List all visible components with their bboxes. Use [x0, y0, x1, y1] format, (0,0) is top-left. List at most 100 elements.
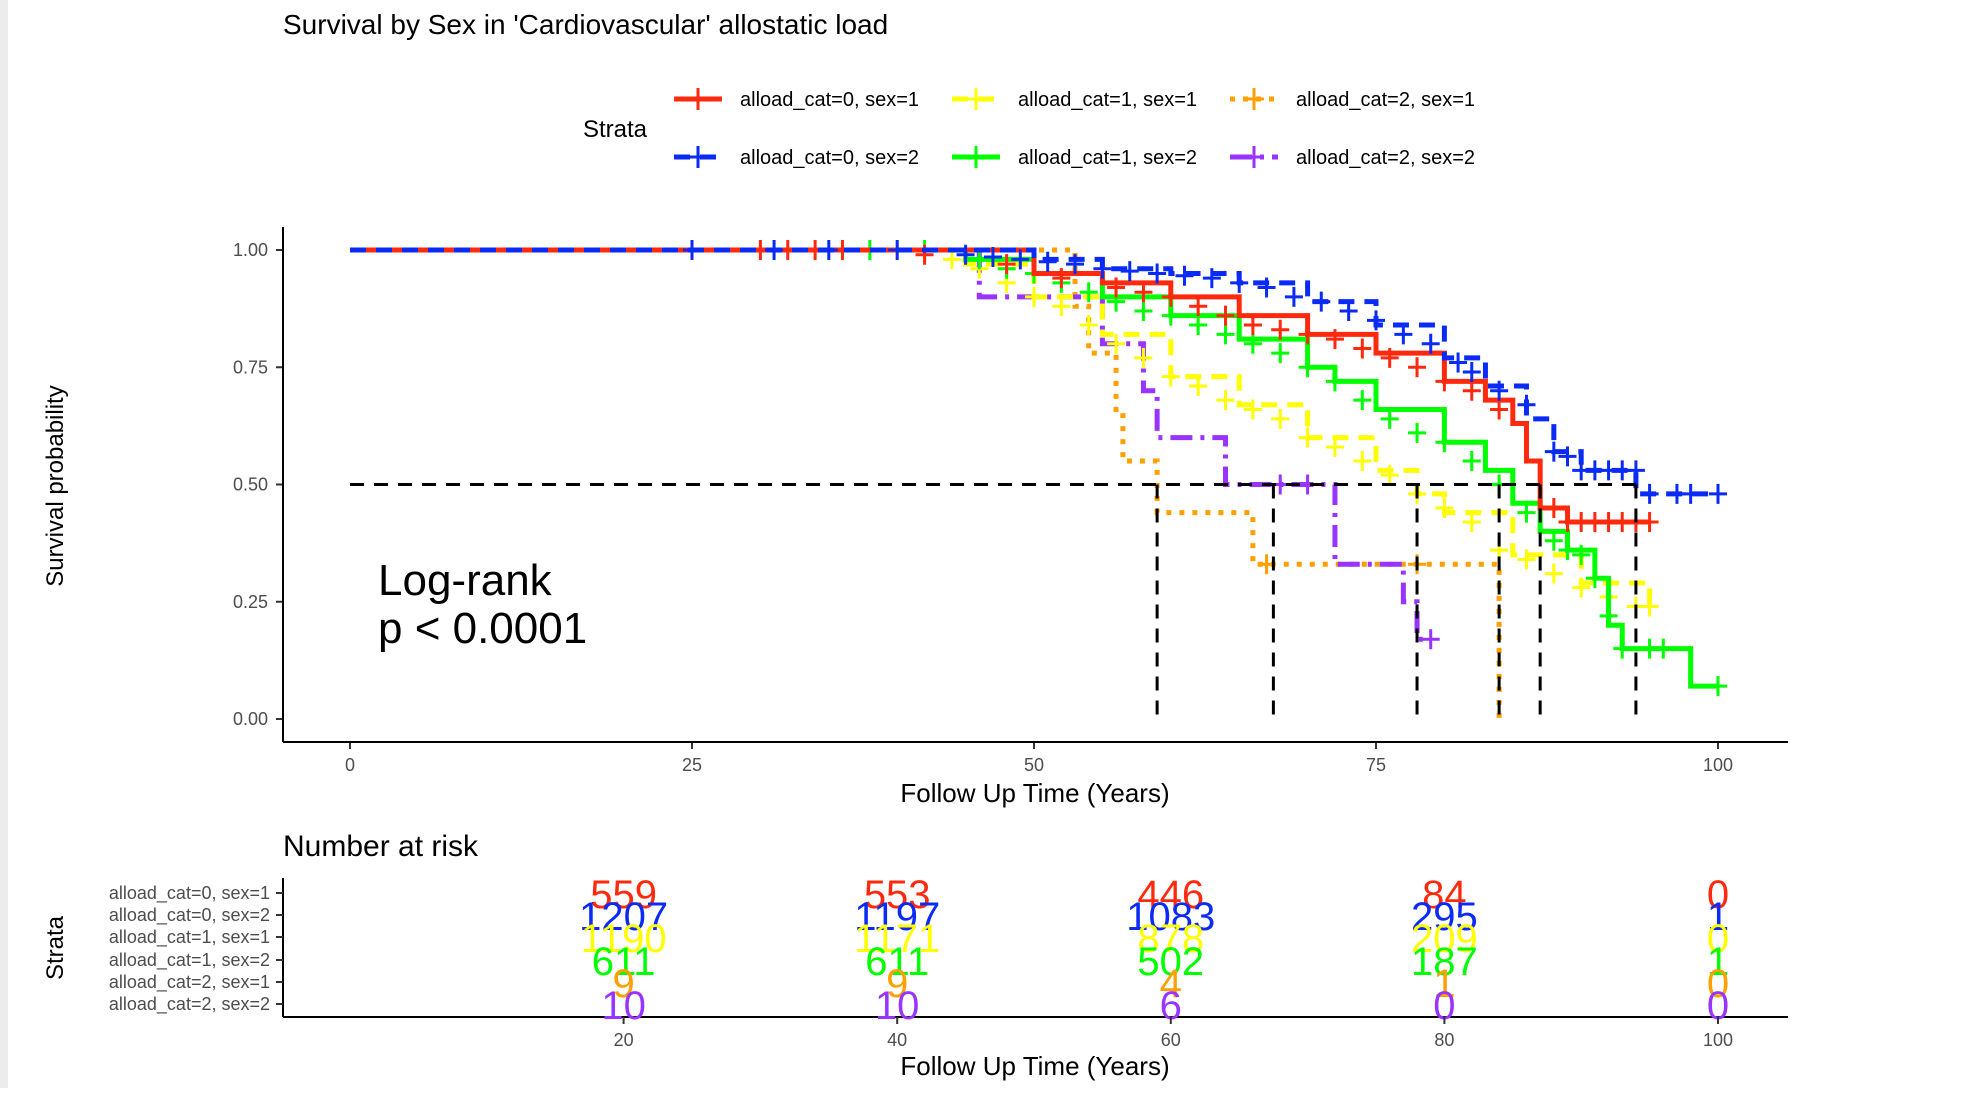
censor-mark	[1066, 254, 1085, 275]
censor-mark	[1380, 347, 1399, 368]
censor-mark	[1230, 272, 1249, 293]
censor-mark	[1380, 408, 1399, 429]
censor-mark	[1544, 441, 1563, 462]
censor-mark	[1640, 596, 1659, 617]
censor-mark	[1298, 324, 1317, 345]
censor-mark	[1626, 460, 1645, 481]
x-tick-label: 50	[1024, 755, 1044, 775]
censor-mark	[1558, 540, 1577, 561]
legend-swatch-mark	[688, 146, 708, 168]
censor-mark	[997, 254, 1016, 275]
censor-mark	[1640, 483, 1659, 504]
censor-mark	[1216, 390, 1235, 411]
censor-mark	[1257, 277, 1276, 298]
risk-row-label: alload_cat=2, sex=1	[109, 972, 270, 993]
censor-mark	[765, 240, 784, 260]
risk-x-tick-label: 40	[887, 1030, 907, 1050]
risk-x-axis-label: Follow Up Time (Years)	[900, 1051, 1169, 1081]
censor-mark	[1449, 352, 1468, 373]
risk-count: 1083	[1126, 895, 1215, 939]
censor-mark	[1189, 296, 1208, 317]
censor-mark	[1134, 300, 1153, 321]
censor-mark	[1490, 399, 1509, 420]
km-curve	[350, 247, 1650, 525]
window-edge	[0, 0, 8, 1088]
censor-mark	[970, 249, 989, 270]
risk-count: 9	[612, 962, 634, 1006]
legend-entry-label: alload_cat=2, sex=1	[1296, 89, 1475, 111]
censor-mark	[1517, 549, 1536, 570]
legend-entry-label: alload_cat=0, sex=2	[740, 147, 919, 169]
censor-mark	[1189, 315, 1208, 336]
censor-mark	[1462, 451, 1481, 472]
censor-mark	[1107, 277, 1126, 298]
censor-mark	[1572, 577, 1591, 598]
risk-count: 84	[1422, 873, 1467, 917]
censor-mark	[1325, 436, 1344, 457]
risk-count: 4	[1160, 962, 1182, 1006]
censor-mark	[1380, 465, 1399, 486]
censor-mark	[1202, 268, 1221, 289]
risk-count: 502	[1137, 940, 1204, 984]
censor-mark	[1025, 286, 1043, 307]
censor-mark	[1093, 258, 1112, 279]
censor-mark	[1325, 371, 1344, 392]
risk-count: 1171	[854, 917, 940, 961]
censor-mark	[1544, 497, 1563, 518]
censor-mark	[1709, 483, 1727, 504]
censor-mark	[1298, 357, 1317, 378]
risk-count: 1197	[854, 895, 940, 939]
censor-mark	[1353, 338, 1372, 359]
legend-swatch-mark	[1244, 88, 1264, 110]
censor-mark	[1148, 263, 1167, 284]
censor-mark	[1216, 324, 1235, 345]
km-curve	[350, 247, 1502, 719]
risk-count: 0	[1707, 873, 1729, 917]
legend-entry-label: alload_cat=1, sex=2	[1018, 147, 1197, 169]
risk-row-label: alload_cat=0, sex=1	[109, 883, 270, 904]
censor-mark	[819, 240, 838, 260]
censor-mark	[1408, 422, 1427, 443]
censor-mark	[1189, 376, 1208, 397]
risk-row-label: alload_cat=0, sex=2	[109, 905, 270, 926]
main-plot: 0.00 0.25 0.50 0.75 1.00 0 25 50 75 100 Survival…	[42, 227, 1788, 808]
risk-count: 1190	[581, 917, 667, 961]
risk-count: 1	[1433, 962, 1455, 1006]
censor-mark	[1681, 483, 1700, 504]
risk-count: 6	[1160, 984, 1182, 1028]
censor-mark	[1243, 315, 1262, 336]
censor-mark	[1079, 282, 1098, 303]
km-curve	[350, 247, 1653, 607]
x-tick-label: 0	[345, 755, 355, 775]
logrank-label: Log-rank	[378, 556, 553, 605]
censor-mark	[1654, 638, 1673, 659]
chart-title: Survival by Sex in 'Cardiovascular' allo…	[283, 9, 888, 40]
censor-mark	[1517, 502, 1536, 523]
censor-mark	[1408, 357, 1427, 378]
risk-count: 295	[1411, 895, 1478, 939]
risk-count: 559	[590, 873, 657, 917]
risk-x-tick-label: 20	[614, 1030, 634, 1050]
risk-count: 187	[1411, 940, 1478, 984]
risk-table-title: Number at risk	[283, 830, 479, 863]
risk-x-tick-label: 80	[1434, 1030, 1454, 1050]
legend-entry-label: alload_cat=2, sex=2	[1296, 147, 1475, 169]
risk-count: 0	[1707, 917, 1729, 961]
risk-y-axis-label: Strata	[42, 915, 69, 980]
censor-mark	[1339, 300, 1358, 321]
risk-count: 1	[1707, 895, 1729, 939]
risk-row-label: alload_cat=1, sex=1	[109, 927, 270, 948]
censor-mark	[1243, 399, 1262, 420]
censor-mark	[1120, 261, 1139, 282]
censor-mark	[1353, 390, 1372, 411]
legend: Strata alload_cat=0, sex=1 alload_cat=1, …	[583, 88, 1475, 169]
censor-mark	[1544, 563, 1563, 584]
censor-mark	[1435, 371, 1454, 392]
legend-swatch-mark	[688, 88, 708, 110]
censor-mark	[1134, 347, 1153, 368]
censor-mark	[1435, 497, 1454, 518]
risk-row-label: alload_cat=1, sex=2	[109, 950, 270, 971]
censor-mark	[1161, 366, 1180, 387]
censor-mark	[1161, 286, 1180, 307]
